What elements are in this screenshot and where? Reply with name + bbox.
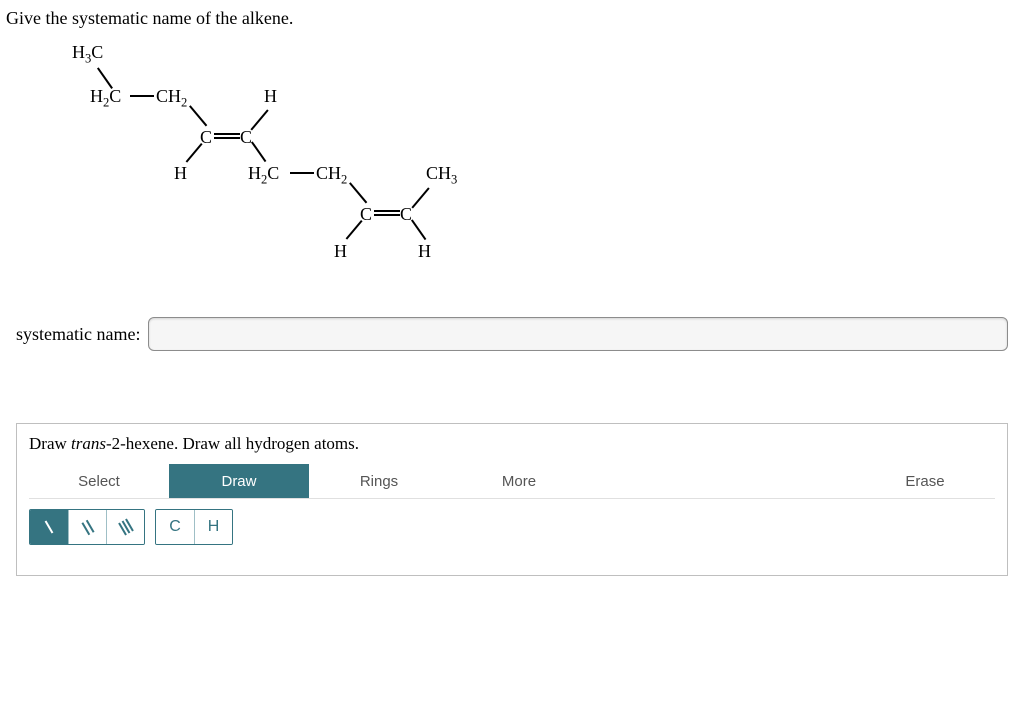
atom-label: CH2 xyxy=(156,86,187,111)
single-bond xyxy=(250,109,268,130)
atom-label: H xyxy=(334,241,347,262)
single-bond xyxy=(411,219,426,240)
atom-label: C xyxy=(400,204,412,225)
question-title: Give the systematic name of the alkene. xyxy=(0,0,1024,37)
single-bond xyxy=(411,187,429,208)
drawing-panel: Draw trans-2-hexene. Draw all hydrogen a… xyxy=(16,423,1008,576)
atom-label: H3C xyxy=(72,42,103,67)
single-bond xyxy=(290,172,314,174)
instruction-suffix: -2-hexene. Draw all hydrogen atoms. xyxy=(106,434,359,453)
draw-instruction: Draw trans-2-hexene. Draw all hydrogen a… xyxy=(29,434,995,454)
atom-label: CH2 xyxy=(316,163,347,188)
atom-tool-H[interactable]: H xyxy=(194,510,232,544)
chemical-structure: H3CH2CCH2CHCHH2CCH2CHCHCH3 xyxy=(40,37,1024,297)
single-bond-tool[interactable] xyxy=(30,510,68,544)
single-bond xyxy=(186,143,203,162)
instruction-prefix: Draw xyxy=(29,434,71,453)
single-bond xyxy=(189,105,207,126)
tab-row: SelectDrawRingsMore Erase xyxy=(29,464,995,499)
single-bond xyxy=(346,220,363,239)
atom-tool-C[interactable]: C xyxy=(156,510,194,544)
tab-more[interactable]: More xyxy=(449,464,589,498)
tab-draw[interactable]: Draw xyxy=(169,464,309,498)
atom-label: H2C xyxy=(90,86,121,111)
atom-label: C xyxy=(240,127,252,148)
tab-rings[interactable]: Rings xyxy=(309,464,449,498)
instruction-italic: trans xyxy=(71,434,106,453)
atom-label: H xyxy=(174,163,187,184)
systematic-name-row: systematic name: xyxy=(16,317,1008,351)
erase-button[interactable]: Erase xyxy=(855,464,995,498)
systematic-name-input[interactable] xyxy=(148,317,1008,351)
tab-select[interactable]: Select xyxy=(29,464,169,498)
single-bond xyxy=(349,182,367,203)
single-bond xyxy=(130,95,154,97)
tool-row: CH xyxy=(29,509,995,545)
atom-label: H xyxy=(418,241,431,262)
double-bond-tool[interactable] xyxy=(68,510,106,544)
atom-label: H xyxy=(264,86,277,107)
name-label: systematic name: xyxy=(16,324,140,345)
atom-tool-group: CH xyxy=(155,509,233,545)
atom-label: CH3 xyxy=(426,163,457,188)
bond-tool-group xyxy=(29,509,145,545)
triple-bond-tool[interactable] xyxy=(106,510,144,544)
atom-label: H2C xyxy=(248,163,279,188)
single-bond xyxy=(251,141,266,162)
